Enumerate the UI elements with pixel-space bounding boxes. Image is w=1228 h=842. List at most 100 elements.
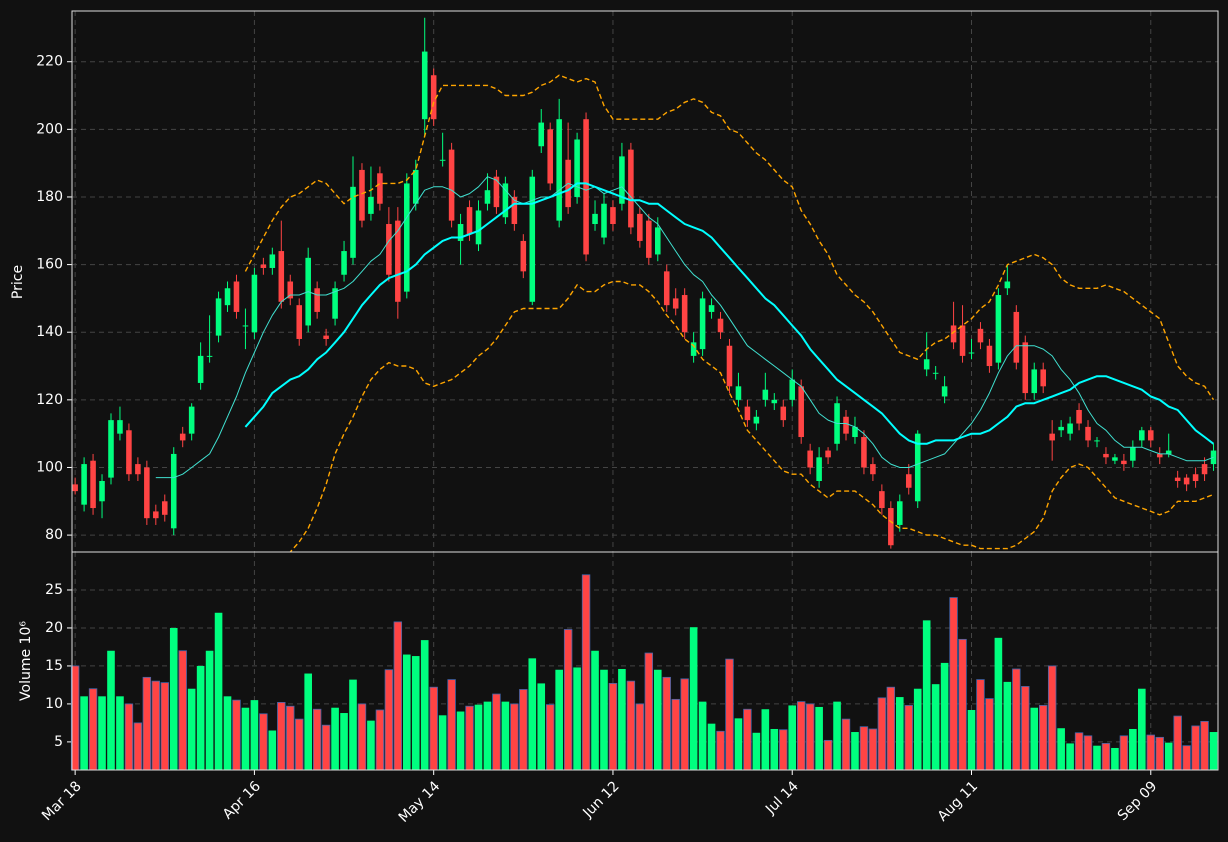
volume-bar — [1030, 707, 1039, 770]
y-tick-label: 180 — [36, 189, 63, 205]
candle-body — [986, 345, 993, 367]
candle-body — [628, 149, 634, 228]
candle-body — [269, 254, 276, 268]
y-tick-label: 220 — [36, 54, 63, 70]
volume-panel-frame — [71, 551, 1219, 771]
volume-bar — [868, 728, 878, 771]
volume-bar — [671, 698, 680, 771]
candle-body — [206, 355, 213, 357]
y-tick-label: 5 — [54, 734, 63, 750]
candle-body — [439, 159, 446, 161]
candle-body — [1022, 342, 1029, 394]
volume-bar — [581, 574, 591, 771]
candle-body — [1183, 477, 1190, 485]
y-tick-label: 160 — [36, 257, 63, 273]
volume-bar — [232, 699, 241, 771]
volume-bar — [1003, 681, 1012, 770]
candle-body — [789, 379, 796, 400]
candle-body — [870, 464, 876, 475]
candle-body — [888, 508, 894, 546]
candle-body — [421, 51, 428, 120]
candle-body — [843, 416, 849, 434]
candle-body — [897, 501, 903, 525]
candle-body — [583, 119, 589, 255]
volume-bar — [501, 701, 510, 770]
candle-body — [1040, 369, 1046, 387]
volume-bar — [321, 724, 331, 771]
candle-body — [260, 264, 267, 268]
candle-body — [1165, 450, 1172, 454]
volume-bar — [626, 680, 636, 771]
candle-body — [359, 169, 365, 221]
candle-body — [1058, 426, 1064, 431]
candle-body — [323, 335, 329, 339]
candle-body — [153, 511, 159, 519]
volume-bar — [367, 720, 375, 770]
candle-body — [350, 186, 356, 258]
volume-bar — [438, 715, 447, 770]
candle-body — [511, 196, 518, 225]
volume-bar — [752, 732, 761, 770]
volume-bar — [761, 709, 770, 770]
volume-bar — [456, 711, 465, 770]
indicator-line — [244, 182, 1215, 445]
volume-bar — [528, 658, 537, 770]
volume-bar — [976, 679, 985, 771]
candle-body — [529, 176, 536, 302]
volume-bar — [1101, 743, 1111, 771]
y-tick-label: 140 — [36, 324, 63, 340]
candle-body — [493, 176, 500, 208]
candle-body — [735, 386, 742, 400]
volume-bar — [519, 689, 528, 771]
candle-body — [861, 437, 867, 468]
volume-bar — [922, 620, 931, 770]
candle-body — [905, 474, 912, 488]
candle-body — [690, 342, 697, 356]
volume-bar — [375, 709, 385, 771]
volume-bar — [1138, 688, 1146, 770]
candle-body — [1174, 477, 1181, 481]
volume-bar — [833, 701, 841, 770]
volume-bar — [555, 669, 563, 770]
candle-body — [161, 501, 168, 515]
volume-bar — [841, 718, 851, 771]
volume-bar — [1200, 720, 1209, 771]
volume-bar — [904, 705, 913, 771]
candle-body — [484, 190, 491, 204]
volume-bar — [411, 656, 420, 770]
volume-bar — [465, 705, 474, 771]
candle-body — [1004, 281, 1011, 289]
volume-bar — [196, 665, 205, 770]
volume-bar — [160, 682, 169, 771]
candle-body — [1156, 453, 1163, 458]
candle-body — [1013, 311, 1020, 363]
candle-body — [1147, 430, 1154, 441]
candle-body — [430, 75, 437, 120]
candle-body — [977, 328, 984, 343]
volume-bar — [474, 704, 483, 770]
y-tick-label: 200 — [36, 121, 63, 137]
volume-bar — [949, 597, 958, 771]
candle-body — [386, 224, 392, 275]
volume-bar — [573, 667, 581, 770]
candle-body — [368, 196, 374, 214]
volume-bar — [635, 703, 645, 771]
y-tick-label: 80 — [45, 527, 63, 543]
volume-bar — [734, 718, 743, 770]
volume-bar — [223, 696, 232, 770]
volume-bar — [1182, 745, 1191, 771]
volume-bar — [429, 686, 438, 771]
volume-bar — [88, 688, 98, 771]
candle-body — [412, 169, 419, 204]
candle-body — [726, 345, 733, 387]
candle-body — [395, 220, 401, 302]
volume-bar — [1155, 736, 1164, 771]
candle-body — [923, 359, 930, 370]
volume-bar — [349, 679, 357, 770]
volume-bar — [537, 683, 546, 770]
volume-bar — [680, 678, 689, 771]
volume-bar — [214, 612, 223, 770]
candle-body — [771, 399, 778, 404]
volume-bar — [743, 708, 752, 771]
volume-bar — [994, 637, 1003, 770]
